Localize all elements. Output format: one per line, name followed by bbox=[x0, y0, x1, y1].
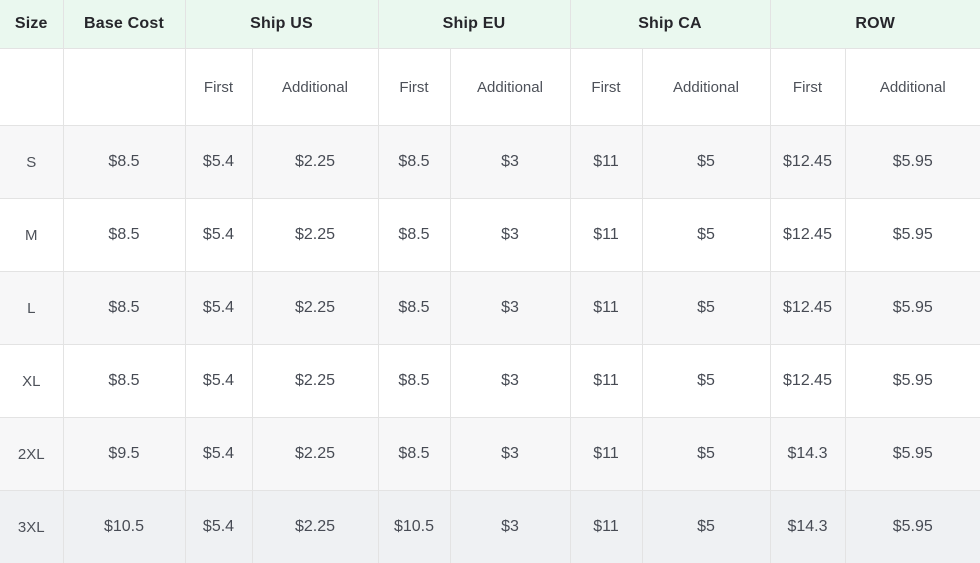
price-cell: $5.95 bbox=[845, 126, 980, 199]
price-cell: $3 bbox=[450, 272, 570, 345]
price-cell: $8.5 bbox=[63, 345, 185, 418]
row-size-label: 3XL bbox=[0, 491, 63, 563]
price-cell: $11 bbox=[570, 272, 642, 345]
price-cell: $10.5 bbox=[63, 491, 185, 563]
price-cell: $3 bbox=[450, 491, 570, 563]
subheader-first: First bbox=[570, 49, 642, 126]
price-cell: $11 bbox=[570, 199, 642, 272]
header-ship-us: Ship US bbox=[185, 0, 378, 49]
price-cell: $2.25 bbox=[252, 272, 378, 345]
price-cell: $11 bbox=[570, 491, 642, 563]
price-cell: $5 bbox=[642, 126, 770, 199]
row-size-label: M bbox=[0, 199, 63, 272]
price-cell: $5 bbox=[642, 491, 770, 563]
header-ship-ca: Ship CA bbox=[570, 0, 770, 49]
price-cell: $8.5 bbox=[378, 126, 450, 199]
row-size-label: XL bbox=[0, 345, 63, 418]
price-cell: $12.45 bbox=[770, 272, 845, 345]
price-cell: $8.5 bbox=[378, 199, 450, 272]
price-cell: $14.3 bbox=[770, 418, 845, 491]
price-cell: $5.95 bbox=[845, 272, 980, 345]
row-size-label: 2XL bbox=[0, 418, 63, 491]
price-cell: $5.4 bbox=[185, 345, 252, 418]
price-cell: $5.4 bbox=[185, 126, 252, 199]
table-row-3xl: 3XL$10.5$5.4$2.25$10.5$3$11$5$14.3$5.95 bbox=[0, 491, 980, 563]
price-cell: $2.25 bbox=[252, 491, 378, 563]
price-cell: $12.45 bbox=[770, 199, 845, 272]
price-cell: $5.95 bbox=[845, 418, 980, 491]
subheader-additional: Additional bbox=[450, 49, 570, 126]
price-cell: $8.5 bbox=[378, 272, 450, 345]
row-size-label: L bbox=[0, 272, 63, 345]
price-cell: $9.5 bbox=[63, 418, 185, 491]
price-cell: $11 bbox=[570, 345, 642, 418]
price-cell: $2.25 bbox=[252, 345, 378, 418]
price-cell: $3 bbox=[450, 126, 570, 199]
subheader-additional: Additional bbox=[252, 49, 378, 126]
price-cell: $11 bbox=[570, 126, 642, 199]
price-cell: $5.95 bbox=[845, 345, 980, 418]
price-cell: $3 bbox=[450, 199, 570, 272]
subheader-additional: Additional bbox=[642, 49, 770, 126]
header-row: ROW bbox=[770, 0, 980, 49]
header-size: Size bbox=[0, 0, 63, 49]
price-cell: $10.5 bbox=[378, 491, 450, 563]
subheader-first: First bbox=[378, 49, 450, 126]
price-cell: $3 bbox=[450, 345, 570, 418]
price-cell: $14.3 bbox=[770, 491, 845, 563]
header-ship-eu: Ship EU bbox=[378, 0, 570, 49]
price-cell: $3 bbox=[450, 418, 570, 491]
price-cell: $5 bbox=[642, 418, 770, 491]
price-cell: $8.5 bbox=[63, 199, 185, 272]
price-cell: $5.95 bbox=[845, 199, 980, 272]
table-row-m: M$8.5$5.4$2.25$8.5$3$11$5$12.45$5.95 bbox=[0, 199, 980, 272]
header-base-cost: Base Cost bbox=[63, 0, 185, 49]
price-cell: $5 bbox=[642, 272, 770, 345]
subheader-additional: Additional bbox=[845, 49, 980, 126]
price-cell: $5.4 bbox=[185, 418, 252, 491]
table-row-2xl: 2XL$9.5$5.4$2.25$8.5$3$11$5$14.3$5.95 bbox=[0, 418, 980, 491]
price-cell: $8.5 bbox=[378, 418, 450, 491]
price-cell: $5.4 bbox=[185, 199, 252, 272]
price-cell: $2.25 bbox=[252, 418, 378, 491]
price-cell: $8.5 bbox=[378, 345, 450, 418]
table-row-xl: XL$8.5$5.4$2.25$8.5$3$11$5$12.45$5.95 bbox=[0, 345, 980, 418]
price-cell: $8.5 bbox=[63, 272, 185, 345]
subheader-empty bbox=[63, 49, 185, 126]
price-cell: $12.45 bbox=[770, 345, 845, 418]
price-cell: $11 bbox=[570, 418, 642, 491]
price-cell: $5 bbox=[642, 199, 770, 272]
table-row-l: L$8.5$5.4$2.25$8.5$3$11$5$12.45$5.95 bbox=[0, 272, 980, 345]
row-size-label: S bbox=[0, 126, 63, 199]
price-cell: $5.95 bbox=[845, 491, 980, 563]
table-row-s: S$8.5$5.4$2.25$8.5$3$11$5$12.45$5.95 bbox=[0, 126, 980, 199]
price-cell: $2.25 bbox=[252, 199, 378, 272]
subheader-first: First bbox=[185, 49, 252, 126]
price-cell: $8.5 bbox=[63, 126, 185, 199]
subheader-first: First bbox=[770, 49, 845, 126]
price-cell: $2.25 bbox=[252, 126, 378, 199]
price-cell: $5.4 bbox=[185, 491, 252, 563]
price-cell: $5 bbox=[642, 345, 770, 418]
price-cell: $12.45 bbox=[770, 126, 845, 199]
price-cell: $5.4 bbox=[185, 272, 252, 345]
subheader-empty bbox=[0, 49, 63, 126]
